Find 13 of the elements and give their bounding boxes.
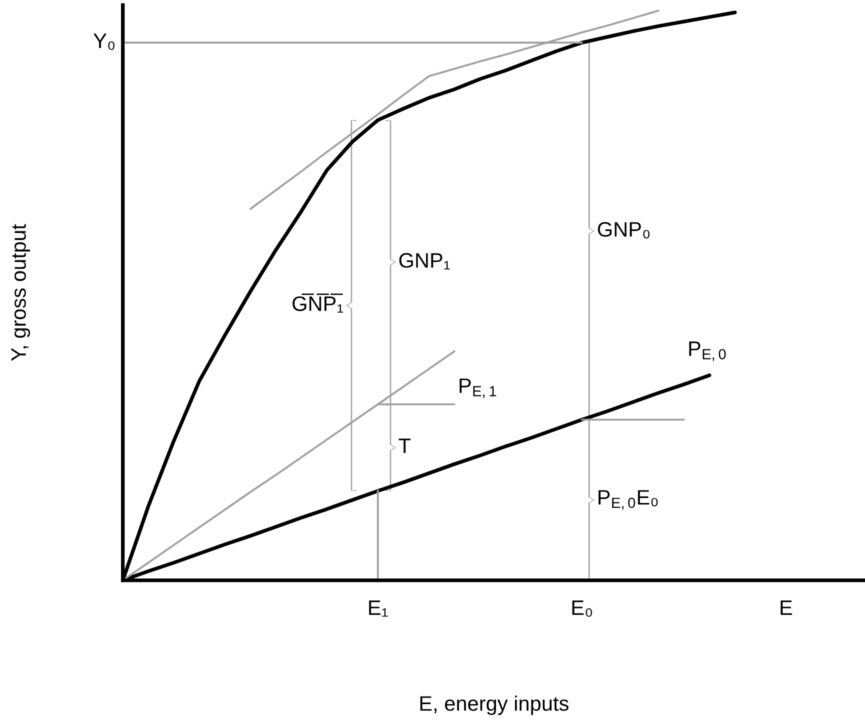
text: Y₀ <box>94 34 114 50</box>
x-axis-title: E, energy inputs <box>420 696 568 715</box>
annotation: P$_{E,1}$ <box>460 378 496 398</box>
x-tick-label: E <box>780 600 792 615</box>
annotation: G̅N̅P̅₁ <box>292 294 344 313</box>
annotation: T <box>398 438 410 453</box>
annotation: P$_{E,0}$ <box>689 342 726 362</box>
annotation: P$_{E,0}$E₀ <box>598 490 658 510</box>
x-tick-label: E₁ <box>369 600 388 617</box>
annotation: GNP₁ <box>399 253 450 270</box>
x-tick-label: E₀ <box>572 600 592 617</box>
y-axis-title: Y, gross output <box>11 224 30 361</box>
annotation: GNP₀ <box>598 222 650 238</box>
